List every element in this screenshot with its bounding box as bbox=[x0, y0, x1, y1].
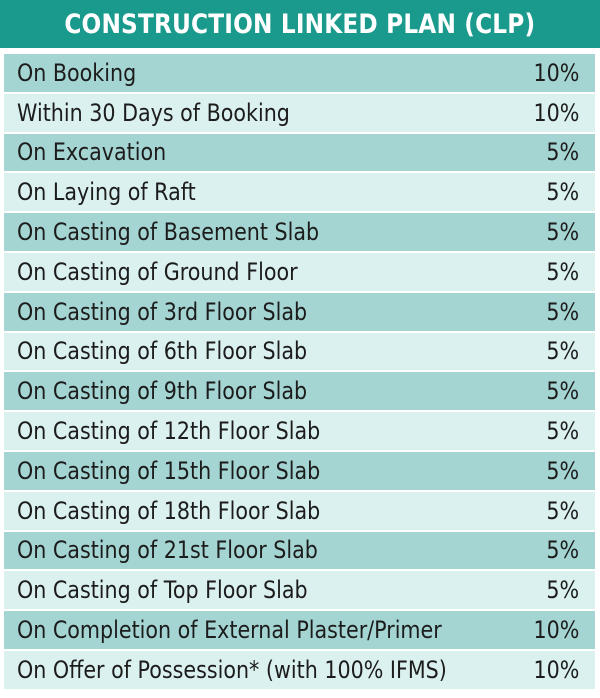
milestone-label: On Casting of 6th Floor Slab bbox=[17, 337, 308, 366]
milestone-percent: 5% bbox=[546, 417, 579, 446]
table-row: On Casting of 21st Floor Slab 5% bbox=[4, 531, 595, 570]
table-row: On Offer of Possession* (with 100% IFMS)… bbox=[4, 650, 595, 689]
milestone-label: On Booking bbox=[17, 58, 137, 87]
table-row: On Completion of External Plaster/Primer… bbox=[4, 611, 595, 649]
milestone-label: On Casting of 9th Floor Slab bbox=[17, 377, 308, 406]
milestone-label: Within 30 Days of Booking bbox=[17, 98, 290, 127]
milestone-label: On Offer of Possession* (with 100% IFMS) bbox=[17, 655, 447, 684]
table-title: CONSTRUCTION LINKED PLAN (CLP) bbox=[64, 8, 536, 40]
table-row: On Excavation 5% bbox=[4, 133, 595, 172]
table-row: On Laying of Raft 5% bbox=[4, 173, 595, 212]
table-row: On Casting of 3rd Floor Slab 5% bbox=[4, 292, 595, 331]
table-row: On Casting of 6th Floor Slab 5% bbox=[4, 332, 595, 371]
milestone-percent: 5% bbox=[546, 138, 579, 167]
milestone-label: On Casting of 12th Floor Slab bbox=[17, 417, 321, 446]
table-row: On Casting of 15th Floor Slab 5% bbox=[4, 451, 595, 490]
milestone-percent: 5% bbox=[546, 337, 579, 366]
milestone-percent: 10% bbox=[533, 58, 579, 87]
milestone-percent: 10% bbox=[533, 98, 579, 127]
milestone-label: On Laying of Raft bbox=[17, 178, 196, 207]
milestone-percent: 5% bbox=[546, 377, 579, 406]
milestone-label: On Casting of Basement Slab bbox=[17, 218, 320, 247]
table-row: On Casting of 9th Floor Slab 5% bbox=[4, 372, 595, 411]
table-row: On Casting of 18th Floor Slab 5% bbox=[4, 491, 595, 530]
milestone-label: On Excavation bbox=[17, 138, 167, 167]
milestone-label: On Casting of Ground Floor bbox=[17, 257, 298, 286]
plan-rows: On Booking 10% Within 30 Days of Booking 10… bbox=[4, 54, 595, 691]
milestone-percent: 5% bbox=[546, 257, 579, 286]
milestone-label: On Casting of 15th Floor Slab bbox=[17, 456, 321, 485]
milestone-label: On Casting of 18th Floor Slab bbox=[17, 496, 321, 525]
milestone-label: On Casting of 3rd Floor Slab bbox=[17, 297, 308, 326]
milestone-percent: 5% bbox=[546, 178, 579, 207]
milestone-percent: 5% bbox=[546, 456, 579, 485]
milestone-percent: 10% bbox=[533, 655, 579, 684]
table-row: On Casting of Top Floor Slab 5% bbox=[4, 571, 595, 610]
table-row: Within 30 Days of Booking 10% bbox=[4, 93, 595, 132]
milestone-percent: 5% bbox=[546, 297, 579, 326]
milestone-percent: 5% bbox=[546, 218, 579, 247]
table-row: On Booking 10% bbox=[4, 54, 595, 92]
table-row: On Casting of 12th Floor Slab 5% bbox=[4, 412, 595, 450]
milestone-label: On Completion of External Plaster/Primer bbox=[17, 616, 442, 645]
milestone-percent: 10% bbox=[533, 616, 579, 645]
table-row: On Casting of Basement Slab 5% bbox=[4, 213, 595, 251]
milestone-percent: 5% bbox=[546, 536, 579, 565]
table-row: On Casting of Ground Floor 5% bbox=[4, 252, 595, 291]
milestone-percent: 5% bbox=[546, 576, 579, 605]
table-header: CONSTRUCTION LINKED PLAN (CLP) bbox=[0, 0, 600, 48]
milestone-percent: 5% bbox=[546, 496, 579, 525]
milestone-label: On Casting of 21st Floor Slab bbox=[17, 536, 318, 565]
milestone-label: On Casting of Top Floor Slab bbox=[17, 576, 308, 605]
